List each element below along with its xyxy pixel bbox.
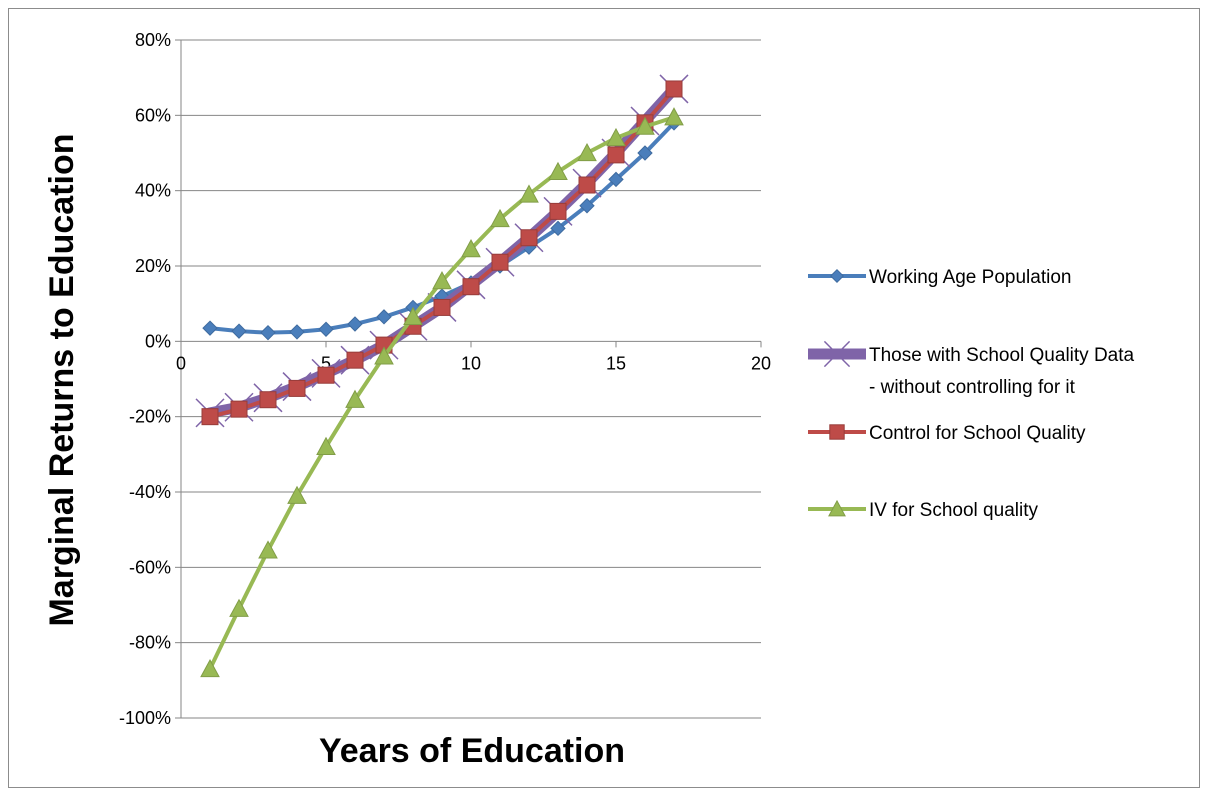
point-marker — [316, 436, 336, 455]
point-marker — [346, 351, 364, 369]
point-marker — [318, 321, 334, 337]
point-marker — [607, 146, 625, 164]
point-marker — [606, 127, 626, 147]
point-marker — [608, 171, 624, 188]
x-tick-label: 0 — [176, 353, 186, 373]
legend-label: Control for School Quality — [869, 423, 1086, 444]
point-marker — [202, 320, 218, 336]
x-axis-title: Years of Education — [319, 732, 625, 770]
legend-label: Working Age Population — [869, 267, 1071, 288]
point-marker — [520, 229, 538, 247]
point-marker — [288, 379, 306, 397]
point-marker — [403, 306, 423, 325]
chart-frame — [8, 8, 1200, 788]
series-3 — [201, 80, 683, 426]
point-marker — [374, 346, 394, 365]
y-tick-label: 60% — [135, 105, 171, 125]
point-marker — [432, 271, 452, 290]
point-marker — [828, 499, 846, 517]
series-2 — [195, 74, 689, 428]
point-marker — [433, 298, 451, 316]
point-marker — [259, 391, 277, 409]
point-marker — [260, 324, 276, 341]
y-tick-label: -20% — [129, 407, 171, 427]
legend-item-2: Those with School Quality Data - without … — [808, 340, 1135, 398]
legend-label: IV for School quality — [869, 500, 1038, 521]
point-marker — [258, 540, 278, 559]
point-marker — [579, 198, 595, 214]
point-marker — [289, 324, 305, 340]
point-marker — [287, 485, 307, 504]
x-tick-label: 20 — [751, 353, 771, 373]
point-marker — [461, 238, 481, 258]
y-tick-label: 80% — [135, 30, 171, 50]
point-marker — [548, 161, 568, 180]
gridlines — [181, 39, 761, 719]
point-marker — [578, 176, 596, 194]
series-4 — [200, 107, 684, 678]
series-group — [195, 74, 689, 678]
point-marker — [637, 145, 653, 161]
point-marker — [635, 116, 655, 135]
point-marker — [201, 408, 219, 426]
point-marker — [490, 208, 510, 228]
point-marker — [462, 278, 480, 296]
point-marker — [829, 268, 845, 284]
point-marker — [664, 107, 684, 126]
series-line — [204, 83, 680, 419]
point-marker — [229, 598, 249, 617]
y-tick-label: -80% — [129, 633, 171, 653]
point-marker-stroke — [823, 340, 851, 368]
x-tick-label: 15 — [606, 353, 626, 373]
point-marker — [549, 202, 567, 220]
point-marker — [317, 366, 335, 384]
legend-item-4: IV for School quality — [808, 499, 1038, 521]
point-marker — [200, 658, 220, 678]
y-tick-label: -100% — [119, 708, 171, 728]
point-marker — [491, 253, 509, 271]
point-marker — [347, 316, 363, 332]
legend-label: Those with School Quality Data — [869, 345, 1135, 366]
point-marker — [519, 184, 539, 203]
point-marker — [829, 424, 845, 440]
x-tick-label: 10 — [461, 353, 481, 373]
point-marker — [577, 142, 597, 162]
point-marker — [230, 400, 248, 418]
x-tick-label: 5 — [321, 353, 331, 373]
axes: 80% 60% 40% 20% 0% -20% -40% -60% -80% -100% 0 5 10 1… — [119, 30, 771, 728]
y-tick-label: 40% — [135, 181, 171, 201]
point-marker — [823, 340, 851, 368]
point-marker — [665, 80, 683, 98]
point-marker — [550, 220, 566, 237]
y-axis-title: Marginal Returns to Education — [43, 133, 81, 626]
legend-item-3: Control for School Quality — [808, 423, 1086, 444]
series-line — [208, 86, 676, 419]
y-tick-label: 0% — [145, 331, 171, 351]
legend-label: - without controlling for it — [869, 377, 1076, 398]
y-tick-label: 20% — [135, 256, 171, 276]
y-tick-label: -60% — [129, 557, 171, 577]
y-tick-label: -40% — [129, 482, 171, 502]
legend: Working Age Population Those with School … — [808, 267, 1135, 521]
legend-item-1: Working Age Population — [808, 267, 1071, 288]
point-marker — [231, 323, 247, 339]
point-marker — [345, 389, 365, 408]
point-marker — [376, 309, 392, 325]
